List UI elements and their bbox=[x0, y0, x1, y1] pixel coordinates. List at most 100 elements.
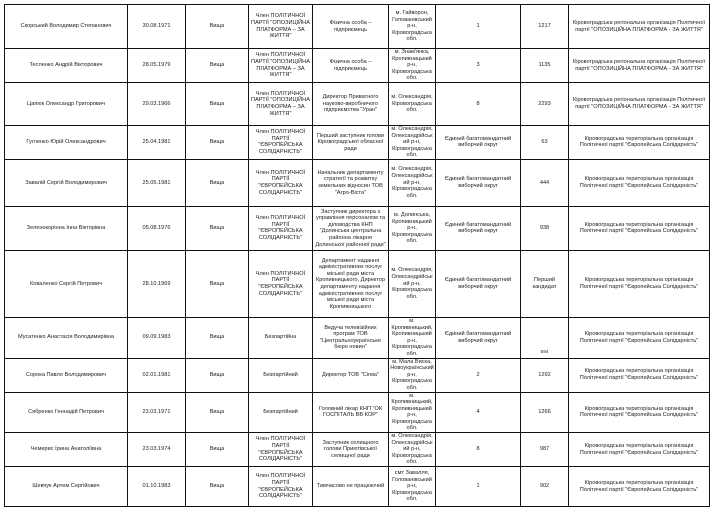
cell-job: Директор ТОВ "Сігма" bbox=[312, 357, 389, 393]
cell-organization: Кіровоградська територіальна організація… bbox=[568, 158, 710, 207]
table-row: Чемерис Ірина Анатоліївна 23.03.1974 Вища Ч… bbox=[4, 432, 710, 468]
cell-birth: 25.05.1981 bbox=[127, 158, 186, 207]
cell-organization: Кіровоградська територіальна організація… bbox=[568, 466, 710, 507]
table-row: Сябренко Геннадій Петрович 23.03.1971 Вища… bbox=[4, 391, 710, 434]
cell-district: Єдиний багатомандатний виборчий округ bbox=[435, 158, 521, 207]
cell-job: Заступник селищного голови Приютівської … bbox=[312, 432, 389, 468]
cell-district: 1 bbox=[435, 466, 521, 507]
cell-organization: Кіровоградська територіальна організація… bbox=[568, 391, 710, 434]
cell-job: Ведуча телевізійних програм ТОВ "Централ… bbox=[312, 316, 389, 359]
cell-education: Вища bbox=[185, 466, 249, 507]
cell-party: Безпартійна bbox=[248, 316, 313, 359]
candidates-table: Скорський Володимир Степанович 30.08.1971… bbox=[4, 4, 710, 507]
cell-name: Цапюк Олександр Григорович bbox=[4, 82, 128, 126]
cell-job: Фізична особа – підприємець bbox=[312, 48, 389, 83]
cell-organization: Кіровоградська територіальна організація… bbox=[568, 249, 710, 318]
cell-education: Вища bbox=[185, 432, 249, 468]
cell-organization: Кіровоградська регіональна організація П… bbox=[568, 48, 710, 83]
cell-name: Чемерис Ірина Анатоліївна bbox=[4, 432, 128, 468]
cell-party: Член ПОЛІТИЧНОЇ ПАРТІЇ "ЄВРОПЕЙСЬКА СОЛІ… bbox=[248, 205, 313, 251]
cell-number: 938 bbox=[520, 205, 569, 251]
cell-birth: 29.03.1966 bbox=[127, 82, 186, 126]
cell-district: Єдиний багатомандатний виборчий округ bbox=[435, 316, 521, 359]
cell-name: Гугленко Юрій Олександрович bbox=[4, 125, 128, 160]
cell-job: Департамент надання адміністративних пос… bbox=[312, 249, 389, 318]
cell-party: Член ПОЛІТИЧНОЇ ПАРТІЇ "ЄВРОПЕЙСЬКА СОЛІ… bbox=[248, 125, 313, 160]
cell-residence: смт Завалля, Голованівський р-н, Кіровог… bbox=[388, 466, 436, 507]
cell-name: Сябренко Геннадій Петрович bbox=[4, 391, 128, 434]
cell-job: Перший заступник голови Кіровоградської … bbox=[312, 125, 389, 160]
cell-number: 902 bbox=[520, 466, 569, 507]
table-row: Завалій Сергій Володимирович 25.05.1981 Ви… bbox=[4, 158, 710, 207]
cell-party: Член ПОЛІТИЧНОЇ ПАРТІЇ "ОПОЗИЦІЙНА ПЛАТФ… bbox=[248, 4, 313, 49]
cell-party: Член ПОЛІТИЧНОЇ ПАРТІЇ "ЄВРОПЕЙСЬКА СОЛІ… bbox=[248, 466, 313, 507]
cell-education: Вища bbox=[185, 316, 249, 359]
table-row: Сорока Павло Володимирович 02.01.1981 Вища… bbox=[4, 357, 710, 393]
cell-number: 1292 bbox=[520, 357, 569, 393]
cell-education: Вища bbox=[185, 391, 249, 434]
cell-name: Сорока Павло Володимирович bbox=[4, 357, 128, 393]
cell-name: Коваленко Сергій Петрович bbox=[4, 249, 128, 318]
table-row: Тесленко Андрій Вікторович 28.05.1979 Вища… bbox=[4, 48, 710, 83]
cell-party: Член ПОЛІТИЧНОЇ ПАРТІЇ "ЄВРОПЕЙСЬКА СОЛІ… bbox=[248, 249, 313, 318]
cell-party: Член ПОЛІТИЧНОЇ ПАРТІЇ "ЄВРОПЕЙСЬКА СОЛІ… bbox=[248, 158, 313, 207]
cell-residence: м. Гайворон, Голованівський р-н, Кіровог… bbox=[388, 4, 436, 49]
table-row: Гугленко Юрій Олександрович 25.04.1981 Вищ… bbox=[4, 125, 710, 160]
cell-residence: м. Долинська, Кропивницький р-н, Кіровог… bbox=[388, 205, 436, 251]
cell-job: Головний лікар КНП "ОК ГОСПІТАЛЬ ВВ КОР" bbox=[312, 391, 389, 434]
table-row: Скорський Володимир Степанович 30.08.1971… bbox=[4, 4, 710, 49]
cell-number: 594 bbox=[520, 316, 569, 359]
cell-education: Вища bbox=[185, 205, 249, 251]
cell-residence: м. Знам'янка, Кропивницький р-н, Кіровог… bbox=[388, 48, 436, 83]
cell-party: Член ПОЛІТИЧНОЇ ПАРТІЇ "ОПОЗИЦІЙНА ПЛАТФ… bbox=[248, 82, 313, 126]
cell-number: 1217 bbox=[520, 4, 569, 49]
cell-organization: Кіровоградська територіальна організація… bbox=[568, 432, 710, 468]
cell-residence: м. Олександрія, Олександрійський р-н, Кі… bbox=[388, 158, 436, 207]
cell-job: Начальник департаменту стратегії та розв… bbox=[312, 158, 389, 207]
cell-district: Єдиний багатомандатний виборчий округ bbox=[435, 249, 521, 318]
cell-organization: Кіровоградська регіональна організація П… bbox=[568, 82, 710, 126]
cell-education: Вища bbox=[185, 249, 249, 318]
cell-district: 8 bbox=[435, 432, 521, 468]
cell-birth: 02.01.1981 bbox=[127, 357, 186, 393]
cell-birth: 09.09.1983 bbox=[127, 316, 186, 359]
cell-name: Мусатенко Анастасія Володимирівна bbox=[4, 316, 128, 359]
cell-birth: 01.10.1983 bbox=[127, 466, 186, 507]
cell-education: Вища bbox=[185, 357, 249, 393]
cell-education: Вища bbox=[185, 48, 249, 83]
cell-number: 987 bbox=[520, 432, 569, 468]
cell-birth: 28.05.1979 bbox=[127, 48, 186, 83]
cell-residence: м. Олександрія, Олександрійський р-н, Кі… bbox=[388, 249, 436, 318]
cell-education: Вища bbox=[185, 4, 249, 49]
cell-district: 3 bbox=[435, 48, 521, 83]
cell-party: Безпартійний bbox=[248, 391, 313, 434]
table-row: Цапюк Олександр Григорович 29.03.1966 Вища… bbox=[4, 82, 710, 126]
cell-name: Завалій Сергій Володимирович bbox=[4, 158, 128, 207]
table-row: Коваленко Сергій Петрович 28.10.1969 Вища Ч… bbox=[4, 249, 710, 318]
cell-birth: 23.03.1974 bbox=[127, 432, 186, 468]
cell-number: 1266 bbox=[520, 391, 569, 434]
table-row: Мусатенко Анастасія Володимирівна 09.09.1… bbox=[4, 316, 710, 359]
cell-residence: м. Олександрія, Олександрійський р-н, Кі… bbox=[388, 125, 436, 160]
cell-residence: м. Мала Виска, Новоукраїнський р-н, Кіро… bbox=[388, 357, 436, 393]
cell-birth: 05.08.1976 bbox=[127, 205, 186, 251]
cell-district: Єдиний багатомандатний виборчий округ bbox=[435, 125, 521, 160]
cell-district: 1 bbox=[435, 4, 521, 49]
cell-district: 2 bbox=[435, 357, 521, 393]
cell-name: Тесленко Андрій Вікторович bbox=[4, 48, 128, 83]
cell-birth: 25.04.1981 bbox=[127, 125, 186, 160]
cell-residence: м. Кропивницький, Кропивницький р-н, Кір… bbox=[388, 391, 436, 434]
cell-job: Директор Приватного науково-виробничого … bbox=[312, 82, 389, 126]
cell-district: 4 bbox=[435, 391, 521, 434]
cell-name: Шевчук Артем Сергійович bbox=[4, 466, 128, 507]
cell-education: Вища bbox=[185, 125, 249, 160]
cell-birth: 23.03.1971 bbox=[127, 391, 186, 434]
cell-district: 8 bbox=[435, 82, 521, 126]
cell-organization: Кіровоградська територіальна організація… bbox=[568, 205, 710, 251]
cell-residence: м. Кропивницький, Кропивницький р-н, Кір… bbox=[388, 316, 436, 359]
cell-number: 444 bbox=[520, 158, 569, 207]
cell-district: Єдиний багатомандатний виборчий округ bbox=[435, 205, 521, 251]
cell-job: Фізична особа – підприємець bbox=[312, 4, 389, 49]
cell-birth: 28.10.1969 bbox=[127, 249, 186, 318]
table-row: Шевчук Артем Сергійович 01.10.1983 Вища Чле… bbox=[4, 466, 710, 507]
